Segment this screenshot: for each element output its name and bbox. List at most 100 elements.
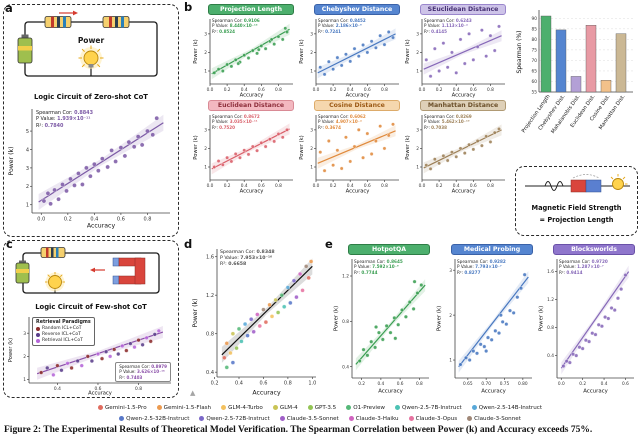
panel-label-c: c	[6, 237, 13, 251]
svg-text:0.8: 0.8	[342, 319, 349, 325]
seuclidean-distance-scatter: 0.0 0.2 0.4 0.6 0.8 1 2 3 Accuracy Power (k) Spear…	[405, 16, 509, 99]
svg-text:1.6: 1.6	[206, 255, 214, 261]
stats-chart-b2: Spearman Cor: 0.8452 P Value: 2.186×10⁻⁹ R…	[318, 18, 366, 34]
svg-text:1: 1	[204, 165, 207, 171]
svg-text:0.2: 0.2	[330, 183, 337, 189]
chart-e1-plot: 0.2 0.4 0.6 0.8 0.4 0.8 1.2 Accuracy Power (k)	[333, 259, 429, 395]
svg-text:0.2: 0.2	[211, 381, 219, 387]
panel-c-box: Logic Circuit of Few-shot CoT 0.4 0.6 0.8 1…	[3, 240, 179, 398]
svg-text:2: 2	[310, 50, 313, 56]
svg-text:2: 2	[204, 146, 207, 152]
unified-models-scatter: 0.2 0.4 0.6 0.8 1.0 0.4 0.8 1.2 1.6 Accuracy Power…	[192, 244, 320, 397]
panel-manhattan-distance: Manhattan Distance 0.0 0.2 0.4 0.6 0.8 1 2 3 Acc…	[405, 100, 509, 195]
model-legend-item: O1-Preview	[346, 405, 385, 411]
svg-text:0.4: 0.4	[241, 87, 248, 93]
stats-chart-d: Spearman Cor: 0.8348 P Value: 7.953×10⁻¹⁶…	[220, 250, 275, 268]
magnet-note-box: Magnetic Field Strength = Projection Len…	[515, 166, 638, 236]
coil-icon	[544, 181, 564, 191]
svg-text:1: 1	[310, 69, 313, 75]
svg-text:Power (k): Power (k)	[405, 39, 411, 63]
chart-c-plot: 0.4 0.6 0.8 1 2 3 Accuracy Power (k)	[8, 317, 171, 397]
svg-text:0.4: 0.4	[347, 183, 354, 189]
svg-text:0.2: 0.2	[224, 183, 231, 189]
svg-text:0.6: 0.6	[364, 87, 371, 93]
svg-text:Accuracy: Accuracy	[88, 391, 112, 397]
panel-label-e: e	[325, 237, 333, 251]
svg-text:3: 3	[204, 31, 207, 37]
svg-text:Power (k): Power (k)	[405, 135, 411, 159]
stats-chart-e2: Spearman Cor: 0.9282 P Value: 7.793×10⁻⁷ R…	[457, 259, 506, 275]
svg-text:2: 2	[310, 146, 313, 152]
svg-text:2: 2	[26, 184, 29, 190]
svg-text:2: 2	[23, 354, 26, 360]
resistor-icon	[40, 247, 66, 258]
svg-text:Power (k): Power (k)	[299, 39, 305, 63]
svg-text:0.2: 0.2	[436, 87, 443, 93]
magnet-circuit-icon	[525, 174, 630, 193]
svg-text:3: 3	[416, 127, 419, 133]
gray-triangle-marker: ▲	[190, 389, 196, 397]
svg-text:Spearman (%): Spearman (%)	[516, 31, 523, 74]
svg-text:Power (k): Power (k)	[436, 306, 442, 331]
svg-text:0.8: 0.8	[416, 381, 423, 387]
panel-label-a: a	[5, 1, 13, 15]
svg-text:85: 85	[532, 26, 538, 32]
svg-text:0.6: 0.6	[470, 87, 477, 93]
svg-text:3: 3	[204, 127, 207, 133]
svg-text:2: 2	[449, 313, 452, 319]
svg-text:1: 1	[449, 358, 452, 364]
battery-icon	[15, 260, 30, 284]
retrieval-legend-item: Reverse ICL+CoT	[36, 332, 91, 337]
model-legend-item: GLM-4-Turbo	[221, 405, 263, 411]
svg-text:0.8: 0.8	[143, 217, 151, 223]
retrieval-legend-title: Retrieval Paradigms	[36, 320, 91, 325]
chart-e3-plot: 0.0 0.2 0.4 0.6 0.4 0.8 1.2 1.6 Accuracy Power (k…	[538, 259, 634, 395]
model-legend-item: Claude-3-Sonnet	[467, 416, 521, 422]
legend-dot-icon	[348, 416, 354, 421]
svg-text:0.0: 0.0	[37, 217, 45, 223]
svg-text:0.4: 0.4	[54, 386, 61, 392]
panel-euclidean-distance: Euclidean Distance 0.0 0.2 0.4 0.6 0.8 1 2 3 Acc…	[193, 100, 297, 195]
legend-dot-icon	[119, 416, 125, 421]
svg-text:1.2: 1.2	[206, 293, 214, 299]
few-shot-circuit-caption: Logic Circuit of Few-shot CoT	[35, 303, 147, 311]
svg-text:0.6: 0.6	[259, 381, 267, 387]
svg-text:2: 2	[416, 146, 419, 152]
svg-text:0.2: 0.2	[64, 217, 72, 223]
panel-cosine-distance: Cosine Distance 0.0 0.2 0.4 0.6 0.8 1 2 3 Accura…	[299, 100, 403, 195]
magnet-icon	[570, 174, 602, 193]
svg-text:0.2: 0.2	[330, 87, 337, 93]
header-manhattan-distance: Manhattan Distance	[420, 100, 506, 111]
model-legend-row-2: Qwen-2.5-32B-Instruct Qwen-2.5-72B-Instru…	[0, 408, 640, 422]
svg-text:Accuracy: Accuracy	[481, 389, 506, 395]
panel-a-box: Power Logic Circuit of Zero-shot CoT 0.0…	[3, 4, 179, 237]
few-shot-circuit-diagram	[15, 247, 160, 294]
svg-text:0.4: 0.4	[601, 381, 608, 387]
svg-text:1: 1	[23, 377, 26, 383]
svg-text:1: 1	[26, 203, 29, 209]
svg-text:0.0: 0.0	[419, 183, 426, 189]
svg-text:2: 2	[204, 50, 207, 56]
battery-icon	[17, 34, 33, 64]
svg-text:70: 70	[532, 58, 538, 64]
svg-text:0.6: 0.6	[364, 183, 371, 189]
svg-text:1.2: 1.2	[547, 297, 554, 303]
svg-text:0.8: 0.8	[381, 183, 388, 189]
stats-chart-c: Spearman Cor: 0.8979 P Value: 3.626×10⁻¹⁶…	[115, 362, 171, 382]
model-legend-item: Gemini-1.5-Pro	[97, 405, 147, 411]
svg-text:0.2: 0.2	[224, 87, 231, 93]
svg-text:Power (k): Power (k)	[538, 306, 544, 331]
svg-text:Accuracy: Accuracy	[378, 389, 403, 395]
svg-text:Accuracy: Accuracy	[346, 93, 370, 99]
figure-caption: Figure 2: The Experimental Results of Th…	[4, 425, 593, 435]
svg-text:0.8: 0.8	[275, 183, 282, 189]
stats-chart-e1: Spearman Cor: 0.8645 P Value: 7.592×10⁻⁹ R…	[354, 259, 403, 275]
stats-chart-b4: Spearman Cor: 0.8672 P Value: 3.035×10⁻¹¹…	[212, 114, 260, 130]
panel-seuclidean-distance: SEuclidean Distance 0.0 0.2 0.4 0.6 0.8 1 2 3 Ac…	[405, 4, 509, 99]
panel-chebyshev-distance: Chebyshev Distance 0.0 0.2 0.4 0.6 0.8 1 2 3 Acc…	[299, 4, 403, 99]
legend-dot-icon	[156, 405, 162, 410]
svg-text:0.8: 0.8	[547, 325, 554, 331]
svg-text:0.0: 0.0	[558, 381, 565, 387]
svg-text:3: 3	[416, 31, 419, 37]
legend-dot-icon	[467, 416, 473, 421]
